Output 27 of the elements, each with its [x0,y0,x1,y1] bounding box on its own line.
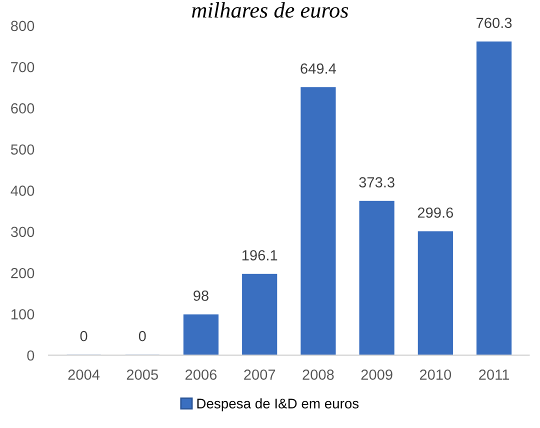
y-tick-label: 200 [11,268,34,278]
x-tick-label: 2009 [361,370,392,380]
data-label: 373.3 [359,177,394,188]
y-tick-label: 100 [11,309,34,320]
y-tick-label: 600 [11,103,34,114]
x-tick-label: 2007 [244,370,276,380]
data-label: 299.6 [418,208,454,218]
y-tick-label: 300 [10,226,34,238]
y-tick-label: 800 [11,20,34,32]
y-tick-label: 700 [11,62,34,72]
legend-label: Despesa de I&D em euros [197,398,359,412]
y-tick-label: 0 [27,350,34,361]
x-tick-label: 2011 [479,370,510,380]
y-tick-label: 400 [10,186,34,196]
data-label: 0 [80,330,88,342]
chart-title: milhares de euros [192,2,348,18]
x-tick-label: 2008 [302,370,334,380]
data-label: 649.4 [300,63,336,74]
data-label: 760.3 [476,18,512,28]
x-tick-label: 2006 [186,370,217,380]
y-tick-label: 500 [10,144,34,155]
data-label: 0 [138,330,146,342]
x-tick-label: 2004 [68,370,100,380]
x-tick-label: 2005 [126,370,158,380]
x-tick-label: 2010 [420,370,452,380]
data-label: 98 [194,290,208,301]
data-label: 196.1 [242,250,278,260]
